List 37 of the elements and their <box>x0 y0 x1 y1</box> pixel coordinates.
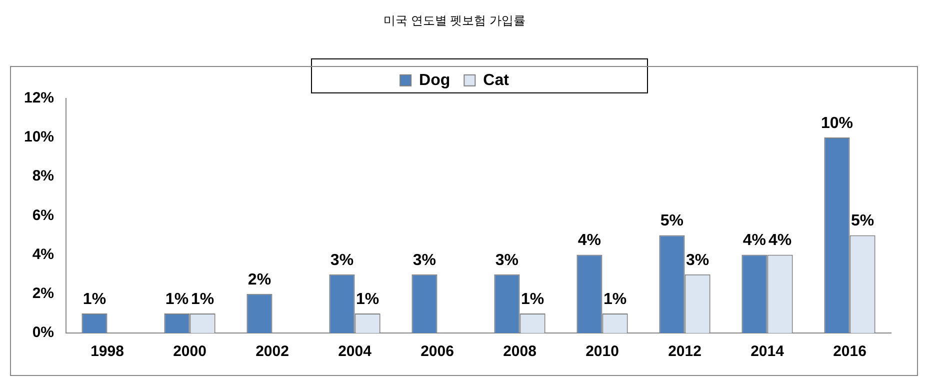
y-tick-label: 8% <box>32 168 54 185</box>
x-tick-label: 2010 <box>586 343 619 360</box>
x-tick-label: 2016 <box>833 343 866 360</box>
x-tick-label: 2000 <box>173 343 206 360</box>
data-label: 4% <box>768 232 792 250</box>
data-label: 1% <box>82 290 106 308</box>
data-label: 2% <box>248 271 272 288</box>
data-label: 4% <box>742 232 766 250</box>
y-tick-label: 12% <box>24 90 54 107</box>
data-label: 3% <box>686 252 710 269</box>
x-tick-label: 1998 <box>90 343 124 360</box>
x-tick-label: 2002 <box>256 343 289 360</box>
chart-title: 미국 연도별 펫보험 가입률 <box>383 14 526 28</box>
y-tick-label: 4% <box>32 246 54 263</box>
data-label: 10% <box>820 114 853 132</box>
data-label: 1% <box>356 290 380 308</box>
data-label: 3% <box>330 252 354 269</box>
x-tick-label: 2012 <box>668 343 702 360</box>
y-tick-label: 6% <box>32 206 54 224</box>
x-tick-label: 2006 <box>420 343 454 360</box>
y-tick-label: 0% <box>32 324 54 342</box>
x-tick-label: 2004 <box>338 343 372 360</box>
data-label: 1% <box>520 290 544 308</box>
y-tick-label: 10% <box>24 128 54 146</box>
data-label: 3% <box>495 252 519 269</box>
x-tick-label: 2014 <box>750 343 785 360</box>
data-label: 1% <box>165 290 189 308</box>
data-label: 1% <box>190 290 214 308</box>
data-label: 4% <box>578 232 602 250</box>
x-tick-label: 2008 <box>503 343 536 360</box>
legend-label: Cat <box>483 72 510 89</box>
data-label: 1% <box>603 290 627 308</box>
data-label: 5% <box>850 212 874 230</box>
legend-label: Dog <box>419 72 450 89</box>
y-tick-label: 2% <box>32 285 54 302</box>
data-label: 5% <box>660 212 684 230</box>
data-label: 3% <box>412 252 436 269</box>
